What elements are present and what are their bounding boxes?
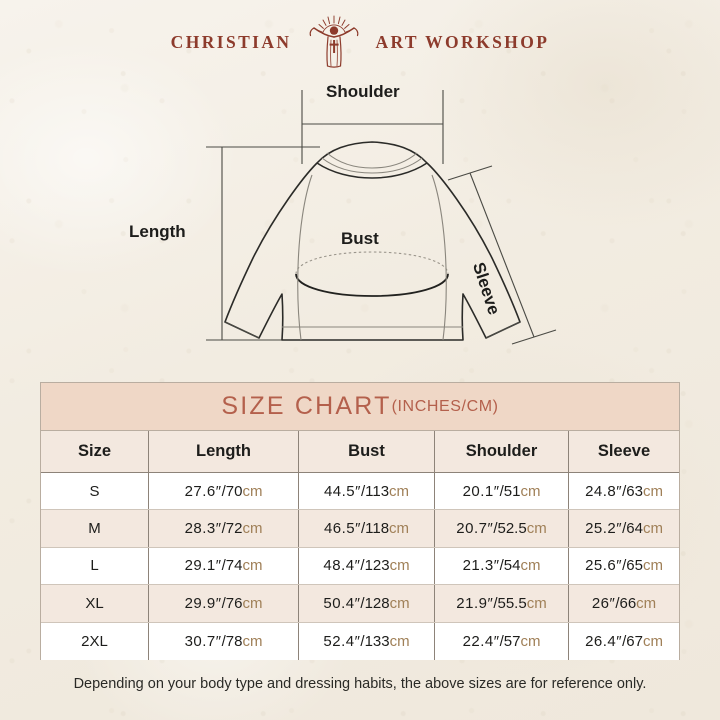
size-chart-title: SIZE CHART (INCHES/CM) — [41, 383, 679, 431]
column-header-shoulder: Shoulder — [435, 431, 569, 472]
risen-christ-with-cross-icon — [310, 15, 359, 68]
cell-shoulder: 20.7″/52.5 cm — [435, 510, 569, 547]
size-chart-title-main: SIZE CHART — [221, 392, 392, 420]
table-row: XL 29.9″/76 cm 50.4″/128 cm 21.9″/55.5 cm 2… — [41, 585, 679, 623]
diagram-label-shoulder: Shoulder — [326, 82, 400, 101]
cell-size: S — [41, 473, 149, 510]
table-row: 2XL 30.7″/78 cm 52.4″/133 cm 22.4″/57 cm 26… — [41, 622, 679, 660]
cell-shoulder: 22.4″/57 cm — [435, 622, 569, 660]
brand-header: CHRISTIAN — [0, 14, 720, 70]
brand-name-right: ART WORKSHOP — [375, 31, 550, 52]
garment-measurement-diagram: Shoulder Length Bust Sleeve — [0, 72, 720, 382]
cell-length: 30.7″/78 cm — [149, 622, 299, 660]
cell-size: M — [41, 510, 149, 547]
cell-bust: 44.5″/113 cm — [299, 473, 435, 510]
size-chart-table: SIZE CHART (INCHES/CM) Size Length Bust … — [40, 382, 680, 660]
cell-size: 2XL — [41, 622, 149, 660]
column-header-length: Length — [149, 431, 299, 472]
cell-bust: 46.5″/118 cm — [299, 510, 435, 547]
cell-length: 29.1″/74 cm — [149, 547, 299, 585]
cell-size: XL — [41, 585, 149, 622]
cell-sleeve: 26″/66 cm — [591, 594, 657, 612]
brand-name-left: CHRISTIAN — [170, 31, 292, 52]
cell-bust: 50.4″/128 cm — [299, 585, 435, 622]
table-header-row: Size Length Bust Shoulder Sleeve — [41, 431, 679, 473]
cell-bust: 52.4″/133 cm — [299, 622, 435, 660]
sweatshirt-outline-icon — [206, 90, 557, 345]
cell-shoulder: 21.9″/55.5 cm — [435, 585, 569, 622]
cell-sleeve: 25.6″/65 cm — [585, 557, 663, 575]
table-row: L 29.1″/74 cm 48.4″/123 cm 21.3″/54 cm 25.6… — [41, 547, 679, 586]
cell-shoulder: 20.1″/51 cm — [435, 473, 569, 510]
cell-size: L — [41, 547, 149, 585]
diagram-label-bust: Bust — [341, 229, 379, 248]
column-header-size: Size — [41, 431, 149, 472]
cell-length: 29.9″/76 cm — [149, 585, 299, 622]
column-header-bust: Bust — [299, 431, 435, 472]
cell-length: 27.6″/70 cm — [149, 473, 299, 510]
cell-sleeve: 24.8″/63 cm — [585, 482, 663, 500]
cell-bust: 48.4″/123 cm — [299, 547, 435, 585]
table-row: M 28.3″/72 cm 46.5″/118 cm 20.7″/52.5 cm 25… — [41, 510, 679, 548]
cell-sleeve: 26.4″/67 cm — [585, 632, 663, 650]
cell-shoulder: 21.3″/54 cm — [435, 547, 569, 585]
column-header-sleeve: Sleeve — [597, 442, 651, 460]
size-chart-title-units: (INCHES/CM) — [391, 397, 499, 415]
cell-length: 28.3″/72 cm — [149, 510, 299, 547]
table-row: S 27.6″/70 cm 44.5″/113 cm 20.1″/51 cm 24.8… — [41, 473, 679, 511]
diagram-label-length: Length — [129, 222, 186, 241]
size-chart-disclaimer: Depending on your body type and dressing… — [73, 676, 647, 692]
cell-sleeve: 25.2″/64 cm — [585, 520, 663, 538]
